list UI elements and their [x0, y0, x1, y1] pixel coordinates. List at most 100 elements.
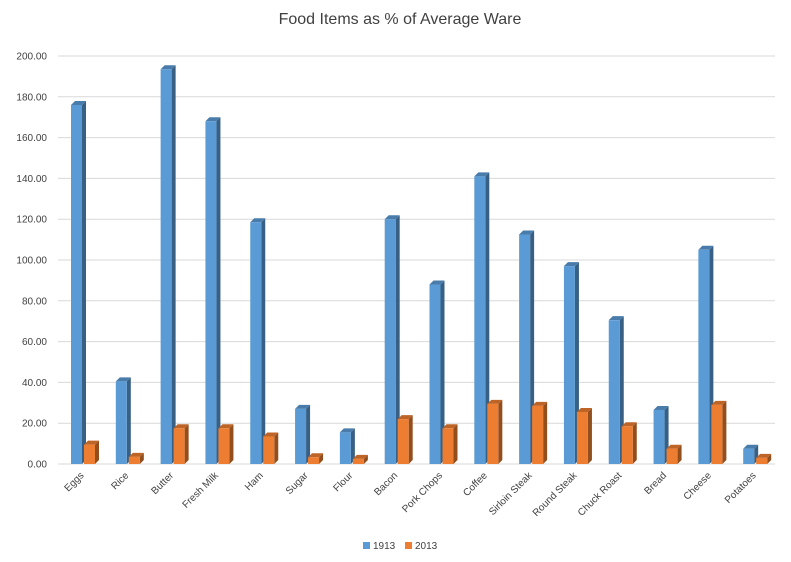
bar-front: [487, 403, 499, 464]
bar-side: [216, 117, 221, 464]
bar-front: [71, 104, 82, 465]
bar-top: [608, 316, 624, 321]
x-tick-label: Ham: [243, 470, 266, 493]
y-tick-label: 180.00: [16, 92, 47, 103]
bar-top: [115, 377, 131, 382]
y-tick-label: 200.00: [16, 52, 47, 63]
bar-side: [498, 399, 503, 464]
bar-side: [677, 444, 682, 464]
x-tick-label: Rice: [109, 470, 131, 492]
bar-top: [384, 215, 400, 220]
bar-side: [229, 424, 234, 464]
bar-1913-butter: [160, 65, 176, 464]
bar-front: [621, 426, 633, 464]
x-tick-label: Chuck Roast: [576, 470, 624, 518]
bar-top: [205, 117, 221, 122]
legend-swatch: [363, 542, 370, 549]
y-tick-label: 20.00: [22, 419, 47, 430]
bar-side: [350, 428, 355, 464]
bar-top: [532, 401, 548, 406]
bar-1913-fresh-milk: [205, 117, 221, 464]
bar-front: [84, 444, 95, 464]
bar-top: [576, 407, 592, 412]
bar-front: [563, 266, 575, 464]
bar-2013-rice: [128, 452, 144, 464]
bar-2013-chuck-roast: [621, 422, 637, 464]
bar-2013-butter: [173, 424, 189, 464]
bar-front: [698, 249, 710, 464]
x-axis-labels: Eggs Rice Butter Fresh Milk Ham Sugar Flour Bac…: [63, 470, 759, 519]
bar-1913-cheese: [698, 245, 714, 464]
bar-top: [295, 404, 311, 409]
x-tick-label: Coffee: [461, 470, 490, 499]
bar-2013-round-steak: [576, 407, 592, 464]
x-tick-label: Eggs: [63, 470, 87, 494]
y-tick-label: 0.00: [28, 460, 48, 471]
bar-side: [587, 407, 592, 464]
x-tick-label: Butter: [150, 470, 177, 497]
bar-front: [442, 428, 454, 464]
bar-front: [352, 458, 364, 464]
bar-side: [767, 453, 772, 464]
bar-front: [608, 320, 620, 464]
bar-1913-chuck-roast: [608, 316, 624, 464]
bar-2013-flour: [352, 454, 368, 464]
bar-side: [395, 215, 400, 464]
bar-top: [711, 400, 727, 405]
gridlines: [58, 55, 775, 465]
bar-side: [363, 454, 368, 464]
x-tick-label: Potatoes: [723, 470, 759, 506]
legend-label: 1913: [373, 541, 396, 552]
bar-2013-cheese: [711, 400, 727, 464]
y-tick-label: 40.00: [22, 378, 47, 389]
bar-1913-sirloin-steak: [519, 230, 535, 464]
bar-top: [756, 453, 772, 458]
bar-front: [429, 284, 441, 464]
bar-2013-bacon: [397, 415, 413, 464]
bar-top: [263, 432, 279, 437]
bar-top: [84, 440, 99, 445]
bar-top: [250, 218, 266, 223]
bar-front: [576, 411, 588, 464]
bar-2013-potatoes: [756, 453, 772, 464]
bar-front: [474, 176, 486, 465]
bar-1913-coffee: [474, 172, 490, 465]
bar-2013-bread: [666, 444, 682, 464]
bar-1913-bacon: [384, 215, 400, 464]
bar-front: [519, 234, 531, 464]
y-tick-label: 60.00: [22, 337, 47, 348]
bar-top: [442, 424, 458, 429]
bar-top: [621, 422, 637, 427]
legend: 1913 2013: [363, 541, 438, 552]
bar-front: [397, 419, 409, 464]
bar-side: [632, 422, 637, 464]
bar-1913-rice: [115, 377, 131, 464]
x-tick-label: Bread: [642, 470, 669, 497]
bar-1913-sugar: [295, 404, 311, 464]
bar-2013-pork-chops: [442, 424, 458, 464]
bar-side: [453, 424, 458, 464]
bar-top: [128, 452, 144, 457]
bar-top: [160, 65, 176, 70]
bar-1913-round-steak: [563, 262, 579, 464]
bar-top: [71, 100, 86, 105]
bar-side: [82, 100, 86, 465]
bar-1913-flour: [339, 428, 355, 464]
bar-top: [352, 454, 368, 459]
bar-front: [339, 432, 351, 464]
y-tick-label: 100.00: [16, 256, 47, 267]
bar-front: [218, 428, 230, 464]
bar-front: [384, 219, 396, 464]
bar-front: [295, 408, 307, 464]
y-axis-labels: 0.00 20.00 40.00 60.00 80.00 100.00 120.00 140.…: [16, 52, 47, 471]
bar-top: [487, 399, 503, 404]
x-tick-label: Pork Chops: [400, 470, 445, 515]
bar-front: [308, 457, 320, 464]
bar-front: [711, 404, 723, 464]
bar-front: [128, 456, 140, 464]
bar-front: [666, 448, 678, 464]
bar-top: [218, 424, 234, 429]
bar-side: [171, 65, 176, 464]
bar-side: [95, 440, 99, 464]
